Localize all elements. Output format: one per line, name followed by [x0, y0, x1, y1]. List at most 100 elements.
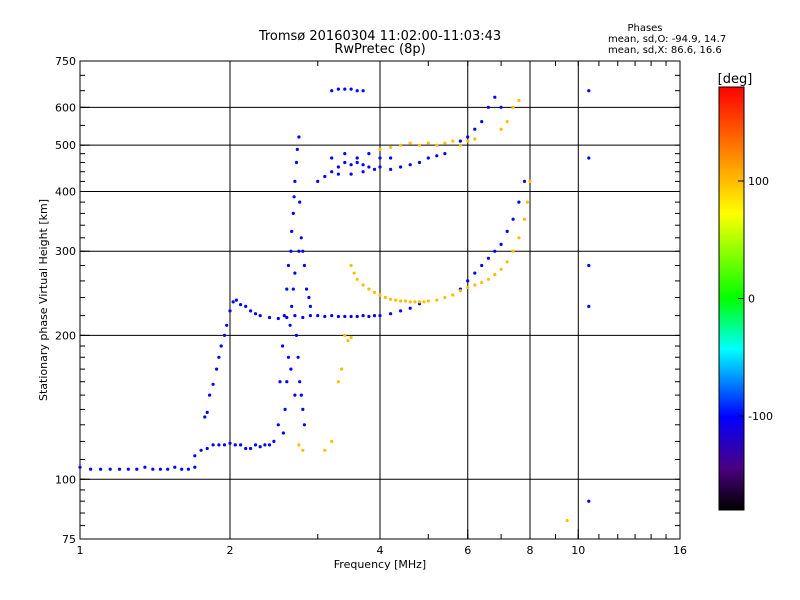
scatter-point	[239, 443, 243, 447]
scatter-point	[361, 163, 365, 167]
scatter-point	[426, 299, 430, 303]
scatter-point	[193, 454, 197, 458]
scatter-point	[493, 273, 497, 277]
scatter-point	[276, 316, 280, 321]
scatter-point	[302, 423, 306, 427]
x-tick-label: 10	[571, 544, 585, 557]
scatter-point	[486, 256, 490, 260]
scatter-point	[253, 312, 258, 316]
scatter-point	[199, 448, 203, 452]
scatter-point	[289, 367, 293, 371]
scatter-point	[499, 242, 503, 246]
y-tick-label: 100	[55, 473, 76, 486]
scatter-point	[253, 443, 258, 447]
scatter-point	[285, 287, 289, 291]
scatter-point	[302, 263, 306, 268]
scatter-point	[505, 120, 509, 124]
scatter-point	[587, 499, 591, 503]
scatter-point	[355, 160, 359, 165]
scatter-point	[389, 145, 393, 149]
scatter-point	[466, 279, 470, 283]
scatter-point	[285, 315, 289, 320]
scatter-point	[180, 467, 184, 471]
scatter-point	[286, 263, 290, 268]
scatter-point	[203, 415, 207, 419]
scatter-point	[378, 293, 382, 297]
y-tick-label: 300	[55, 245, 76, 258]
scatter-point	[480, 263, 484, 268]
colorbar-ticks: 100 0 -100	[738, 175, 773, 423]
scatter-point	[288, 323, 292, 327]
scatter-point	[466, 285, 470, 289]
scatter-point	[451, 139, 455, 143]
scatter-point	[291, 287, 295, 291]
scatter-point	[505, 260, 509, 264]
scatter-point	[466, 135, 470, 139]
scatter-point	[211, 382, 215, 386]
scatter-point	[473, 271, 477, 275]
scatter-point	[151, 467, 155, 471]
x-tick-label: 1	[77, 544, 84, 557]
scatter-point	[231, 300, 235, 304]
gridlines	[80, 61, 680, 539]
x-tick-label: 8	[527, 544, 534, 557]
scatter-point	[587, 304, 591, 308]
scatter-point	[349, 163, 353, 167]
scatter-point	[296, 355, 300, 359]
scatter-point	[417, 160, 422, 165]
scatter-point	[343, 152, 347, 156]
scatter-point	[499, 127, 503, 131]
scatter-point	[330, 439, 334, 443]
legend-title: Phases	[627, 23, 662, 34]
scatter-point	[480, 120, 484, 124]
x-tick-label: 2	[227, 544, 234, 557]
y-axis-label: Stationary phase Virtual Height [km]	[37, 199, 50, 401]
scatter-point	[285, 380, 289, 384]
scatter-point	[408, 306, 412, 310]
scatter-point	[372, 167, 377, 171]
scatter-point	[343, 87, 347, 91]
scatter-point	[301, 315, 305, 320]
scatter-point	[493, 249, 497, 253]
scatter-point	[295, 147, 299, 151]
y-tick-label: 200	[55, 329, 76, 342]
scatter-point	[435, 298, 439, 302]
scatter-point	[522, 179, 527, 183]
scatter-point	[330, 314, 334, 318]
scatter-point	[228, 309, 232, 313]
scatter-point	[367, 165, 371, 169]
scatter-point	[378, 314, 382, 318]
scatter-point	[443, 152, 447, 156]
scatter-point	[281, 431, 285, 435]
scatter-point	[417, 143, 422, 147]
scatter-point	[426, 141, 430, 145]
scatter-point	[263, 443, 267, 447]
scatter-point	[443, 141, 447, 145]
scatter-point	[208, 393, 212, 397]
scatter-point	[458, 289, 462, 293]
scatter-point	[486, 105, 490, 109]
scatter-point	[394, 298, 398, 302]
scatter-point	[378, 165, 382, 169]
scatter-point	[292, 195, 296, 199]
scatter-point	[458, 143, 462, 147]
scatter-point	[297, 249, 301, 253]
scatter-point	[399, 309, 403, 313]
scatter-point	[217, 355, 221, 359]
scatter-point	[205, 446, 209, 451]
scatter-point	[89, 467, 93, 471]
scatter-point	[361, 89, 365, 93]
scatter-point	[297, 135, 301, 139]
scatter-point	[281, 344, 285, 348]
scatter-point	[276, 423, 280, 427]
colorbar-unit-label: [deg]	[718, 72, 753, 87]
scatter-point	[336, 165, 340, 169]
scatter-point	[336, 172, 340, 176]
scatter-point	[367, 287, 371, 291]
scatter-point	[297, 443, 301, 447]
scatter-point	[511, 217, 515, 221]
scatter-point	[301, 407, 305, 411]
scatter-point	[343, 333, 347, 337]
scatter-point	[466, 139, 470, 143]
scatter-point	[367, 152, 371, 156]
